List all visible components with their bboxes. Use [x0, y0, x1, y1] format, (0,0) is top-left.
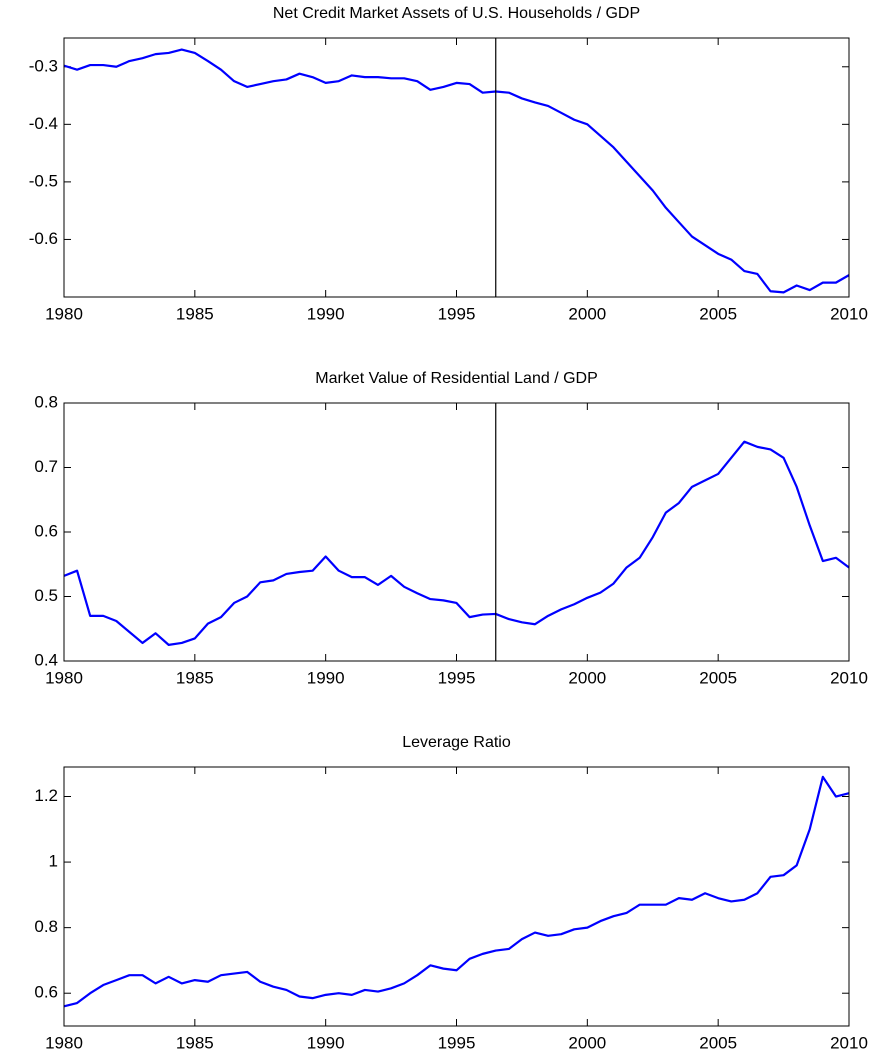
x-tick-label: 2010 — [830, 304, 868, 323]
x-tick-label: 1980 — [45, 304, 83, 323]
y-tick-label: 0.6 — [34, 521, 58, 540]
y-tick-label: -0.3 — [29, 56, 58, 75]
x-tick-label: 1995 — [438, 1033, 476, 1052]
x-tick-label: 1985 — [176, 668, 214, 687]
x-tick-label: 2005 — [699, 304, 737, 323]
x-tick-label: 2010 — [830, 1033, 868, 1052]
y-tick-label: 1 — [49, 852, 58, 871]
y-tick-label: 0.6 — [34, 983, 58, 1002]
x-tick-label: 1990 — [307, 668, 345, 687]
y-tick-label: -0.6 — [29, 229, 58, 248]
x-tick-label: 1995 — [438, 668, 476, 687]
axes-box — [63, 37, 850, 298]
data-line — [63, 48, 850, 294]
x-tick-label: 1990 — [307, 304, 345, 323]
x-tick-label: 1985 — [176, 1033, 214, 1052]
chart-title: Leverage Ratio — [402, 734, 511, 751]
x-tick-label: 2000 — [568, 1033, 606, 1052]
y-tick-label: 0.8 — [34, 392, 58, 411]
axes-box — [63, 402, 850, 662]
y-tick-label: 1.2 — [34, 786, 58, 805]
x-tick-label: 2000 — [568, 304, 606, 323]
x-tick-label: 1980 — [45, 1033, 83, 1052]
x-tick-label: 2005 — [699, 668, 737, 687]
x-tick-label: 1980 — [45, 668, 83, 687]
y-tick-label: -0.4 — [29, 114, 58, 133]
x-tick-label: 2005 — [699, 1033, 737, 1052]
y-tick-label: 0.8 — [34, 917, 58, 936]
chart-title: Net Credit Market Assets of U.S. Househo… — [273, 5, 640, 22]
axes-box — [63, 766, 850, 1027]
chart-title: Market Value of Residential Land / GDP — [315, 370, 598, 387]
x-tick-label: 2010 — [830, 668, 868, 687]
x-tick-label: 1995 — [438, 304, 476, 323]
x-tick-label: 2000 — [568, 668, 606, 687]
data-line — [63, 440, 850, 646]
y-tick-label: 0.4 — [34, 650, 58, 669]
y-tick-label: 0.7 — [34, 457, 58, 476]
x-tick-label: 1990 — [307, 1033, 345, 1052]
y-tick-label: -0.5 — [29, 171, 58, 190]
data-line — [63, 775, 850, 1008]
x-tick-label: 1985 — [176, 304, 214, 323]
y-tick-label: 0.5 — [34, 586, 58, 605]
